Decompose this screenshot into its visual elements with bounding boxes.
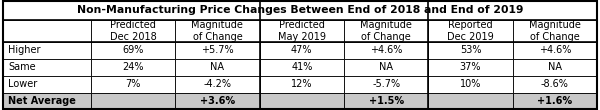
- Text: Predicted
May 2019: Predicted May 2019: [278, 20, 326, 42]
- Text: 7%: 7%: [125, 79, 141, 89]
- Bar: [175, 42, 260, 59]
- Bar: [3, 20, 91, 42]
- Text: -8.6%: -8.6%: [541, 79, 569, 89]
- Text: Magnitude
of Change: Magnitude of Change: [360, 20, 412, 42]
- Bar: [344, 76, 428, 93]
- Text: 41%: 41%: [291, 62, 313, 72]
- Bar: [344, 93, 428, 109]
- Text: NA: NA: [379, 62, 393, 72]
- Bar: [512, 93, 597, 109]
- Text: 53%: 53%: [460, 45, 481, 55]
- Bar: [91, 20, 175, 42]
- Bar: [91, 59, 175, 76]
- Bar: [260, 93, 344, 109]
- Bar: [428, 20, 512, 42]
- Bar: [260, 59, 344, 76]
- Bar: [260, 42, 344, 59]
- Text: Predicted
Dec 2018: Predicted Dec 2018: [110, 20, 157, 42]
- Bar: [428, 42, 512, 59]
- Bar: [512, 42, 597, 59]
- Bar: [91, 76, 175, 93]
- Bar: [428, 76, 512, 93]
- Text: +5.7%: +5.7%: [201, 45, 234, 55]
- Bar: [91, 42, 175, 59]
- Bar: [512, 20, 597, 42]
- Text: 10%: 10%: [460, 79, 481, 89]
- Text: Net Average: Net Average: [8, 96, 76, 106]
- Bar: [260, 20, 344, 42]
- Text: Lower: Lower: [8, 79, 38, 89]
- Text: Reported
Dec 2019: Reported Dec 2019: [447, 20, 494, 42]
- Text: 12%: 12%: [291, 79, 313, 89]
- Bar: [175, 20, 260, 42]
- Bar: [175, 93, 260, 109]
- Bar: [91, 93, 175, 109]
- Text: -4.2%: -4.2%: [203, 79, 232, 89]
- Text: 47%: 47%: [291, 45, 313, 55]
- Bar: [3, 1, 597, 20]
- Bar: [175, 76, 260, 93]
- Text: Magnitude
of Change: Magnitude of Change: [529, 20, 581, 42]
- Bar: [344, 42, 428, 59]
- Text: 37%: 37%: [460, 62, 481, 72]
- Text: NA: NA: [548, 62, 562, 72]
- Text: Same: Same: [8, 62, 36, 72]
- Text: 24%: 24%: [122, 62, 144, 72]
- Text: 69%: 69%: [122, 45, 144, 55]
- Text: +1.5%: +1.5%: [368, 96, 404, 106]
- Bar: [3, 42, 91, 59]
- Text: +4.6%: +4.6%: [539, 45, 571, 55]
- Bar: [3, 93, 91, 109]
- Text: Non-Manufacturing Price Changes Between End of 2018 and End of 2019: Non-Manufacturing Price Changes Between …: [77, 5, 523, 15]
- Bar: [428, 59, 512, 76]
- Bar: [3, 76, 91, 93]
- Bar: [512, 59, 597, 76]
- Bar: [3, 59, 91, 76]
- Text: Higher: Higher: [8, 45, 41, 55]
- Text: Magnitude
of Change: Magnitude of Change: [191, 20, 244, 42]
- Text: +1.6%: +1.6%: [537, 96, 572, 106]
- Bar: [175, 59, 260, 76]
- Bar: [260, 76, 344, 93]
- Text: +3.6%: +3.6%: [200, 96, 235, 106]
- Bar: [344, 59, 428, 76]
- Bar: [512, 76, 597, 93]
- Text: -5.7%: -5.7%: [372, 79, 400, 89]
- Text: +4.6%: +4.6%: [370, 45, 403, 55]
- Text: NA: NA: [211, 62, 224, 72]
- Bar: [344, 20, 428, 42]
- Bar: [428, 93, 512, 109]
